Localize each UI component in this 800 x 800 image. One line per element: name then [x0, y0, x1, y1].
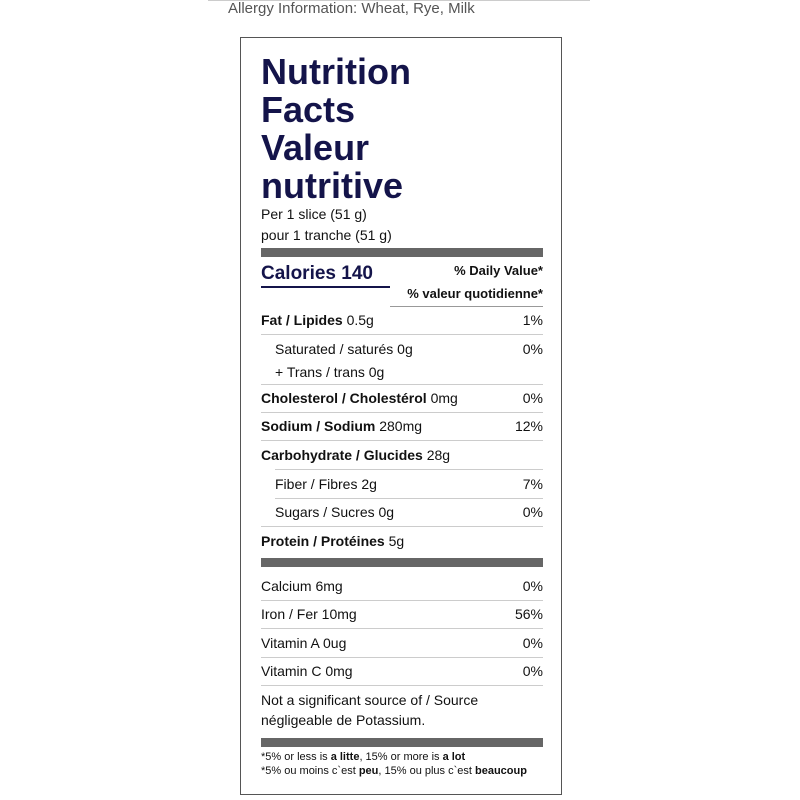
footnote-text: *5% or less is — [261, 751, 331, 763]
nutrient-name: Protein / Protéines — [261, 533, 385, 549]
dv: 0% — [522, 663, 543, 679]
top-rule — [208, 0, 590, 1]
footnote-bold: a lot — [442, 751, 466, 763]
nutrient: Cholesterol / Cholestérol 0mg — [261, 390, 458, 406]
mineral: Calcium 6mg — [261, 578, 343, 594]
nutrient: Protein / Protéines 5g — [261, 533, 404, 549]
nutrient: Sodium / Sodium 280mg — [261, 418, 422, 434]
amount: 0.5g — [346, 312, 374, 328]
sub-nutrient: Fiber / Fibres 2g — [275, 476, 377, 492]
dv-header: % valeur quotidienne* — [407, 286, 543, 301]
amount: 28g — [426, 447, 451, 463]
nutrient-name: Carbohydrate / Glucides — [261, 447, 423, 463]
rule — [261, 628, 543, 629]
title: Facts — [261, 89, 356, 130]
thick-bar — [261, 558, 543, 567]
rule — [261, 526, 543, 527]
dv: 56% — [514, 606, 543, 622]
title: nutritive — [261, 165, 404, 206]
dv: 12% — [514, 418, 543, 434]
dv: 1% — [522, 312, 543, 328]
serving: Per 1 slice (51 g) — [261, 206, 367, 222]
nutrient-name: Sodium / Sodium — [261, 418, 376, 434]
thick-bar — [261, 738, 543, 747]
rule — [261, 685, 543, 686]
mineral: Vitamin C 0mg — [261, 663, 353, 679]
mineral: Iron / Fer 10mg — [261, 606, 357, 622]
footnote-bold: peu — [358, 765, 379, 777]
nutrient-name: Fat / Lipides — [261, 312, 343, 328]
nutrient-name: Cholesterol / Cholestérol — [261, 390, 427, 406]
rule — [261, 440, 543, 441]
rule — [275, 469, 543, 470]
dv: 7% — [522, 476, 543, 492]
sub-nutrient: + Trans / trans 0g — [275, 364, 385, 380]
dv: 0% — [522, 390, 543, 406]
footnote-bold: a litte — [330, 751, 360, 763]
calories-underline — [261, 286, 390, 288]
footnote: *5% or less is a litte, 15% or more is a… — [261, 751, 465, 764]
amount: 5g — [388, 533, 405, 549]
nutrient: Fat / Lipides 0.5g — [261, 312, 374, 328]
footnote-text: , 15% or more is — [359, 751, 443, 763]
dv-header: % Daily Value* — [454, 263, 543, 278]
title: Nutrition — [261, 51, 411, 92]
allergy: Allergy Information: Wheat, Rye, Milk — [228, 0, 475, 17]
rule — [261, 384, 543, 385]
dv: 0% — [522, 504, 543, 520]
rule — [261, 412, 543, 413]
amount: 0mg — [430, 390, 458, 406]
amount: 280mg — [379, 418, 423, 434]
mineral: Vitamin A 0ug — [261, 635, 347, 651]
dv: 0% — [522, 578, 543, 594]
rule — [275, 498, 543, 499]
rule — [261, 657, 543, 658]
label-box — [240, 37, 562, 795]
footnote-text: , 15% ou plus c`est — [378, 765, 475, 777]
footnote: *5% ou moins c`est peu, 15% ou plus c`es… — [261, 765, 527, 778]
title: Valeur — [261, 127, 370, 168]
calories: Calories 140 — [261, 263, 373, 284]
thick-bar — [261, 248, 543, 257]
rule — [261, 334, 543, 335]
footnote-bold: beaucoup — [475, 765, 527, 777]
rule — [261, 600, 543, 601]
note: Not a significant source of / Source — [261, 692, 479, 708]
footnote-text: *5% ou moins c`est — [261, 765, 359, 777]
serving: pour 1 tranche (51 g) — [261, 227, 392, 243]
dv: 0% — [522, 635, 543, 651]
nutrient: Carbohydrate / Glucides 28g — [261, 447, 450, 463]
dv: 0% — [522, 341, 543, 357]
rule — [390, 306, 543, 307]
note: négligeable de Potassium. — [261, 712, 426, 728]
sub-nutrient: Saturated / saturés 0g — [275, 341, 413, 357]
sub-nutrient: Sugars / Sucres 0g — [275, 504, 395, 520]
